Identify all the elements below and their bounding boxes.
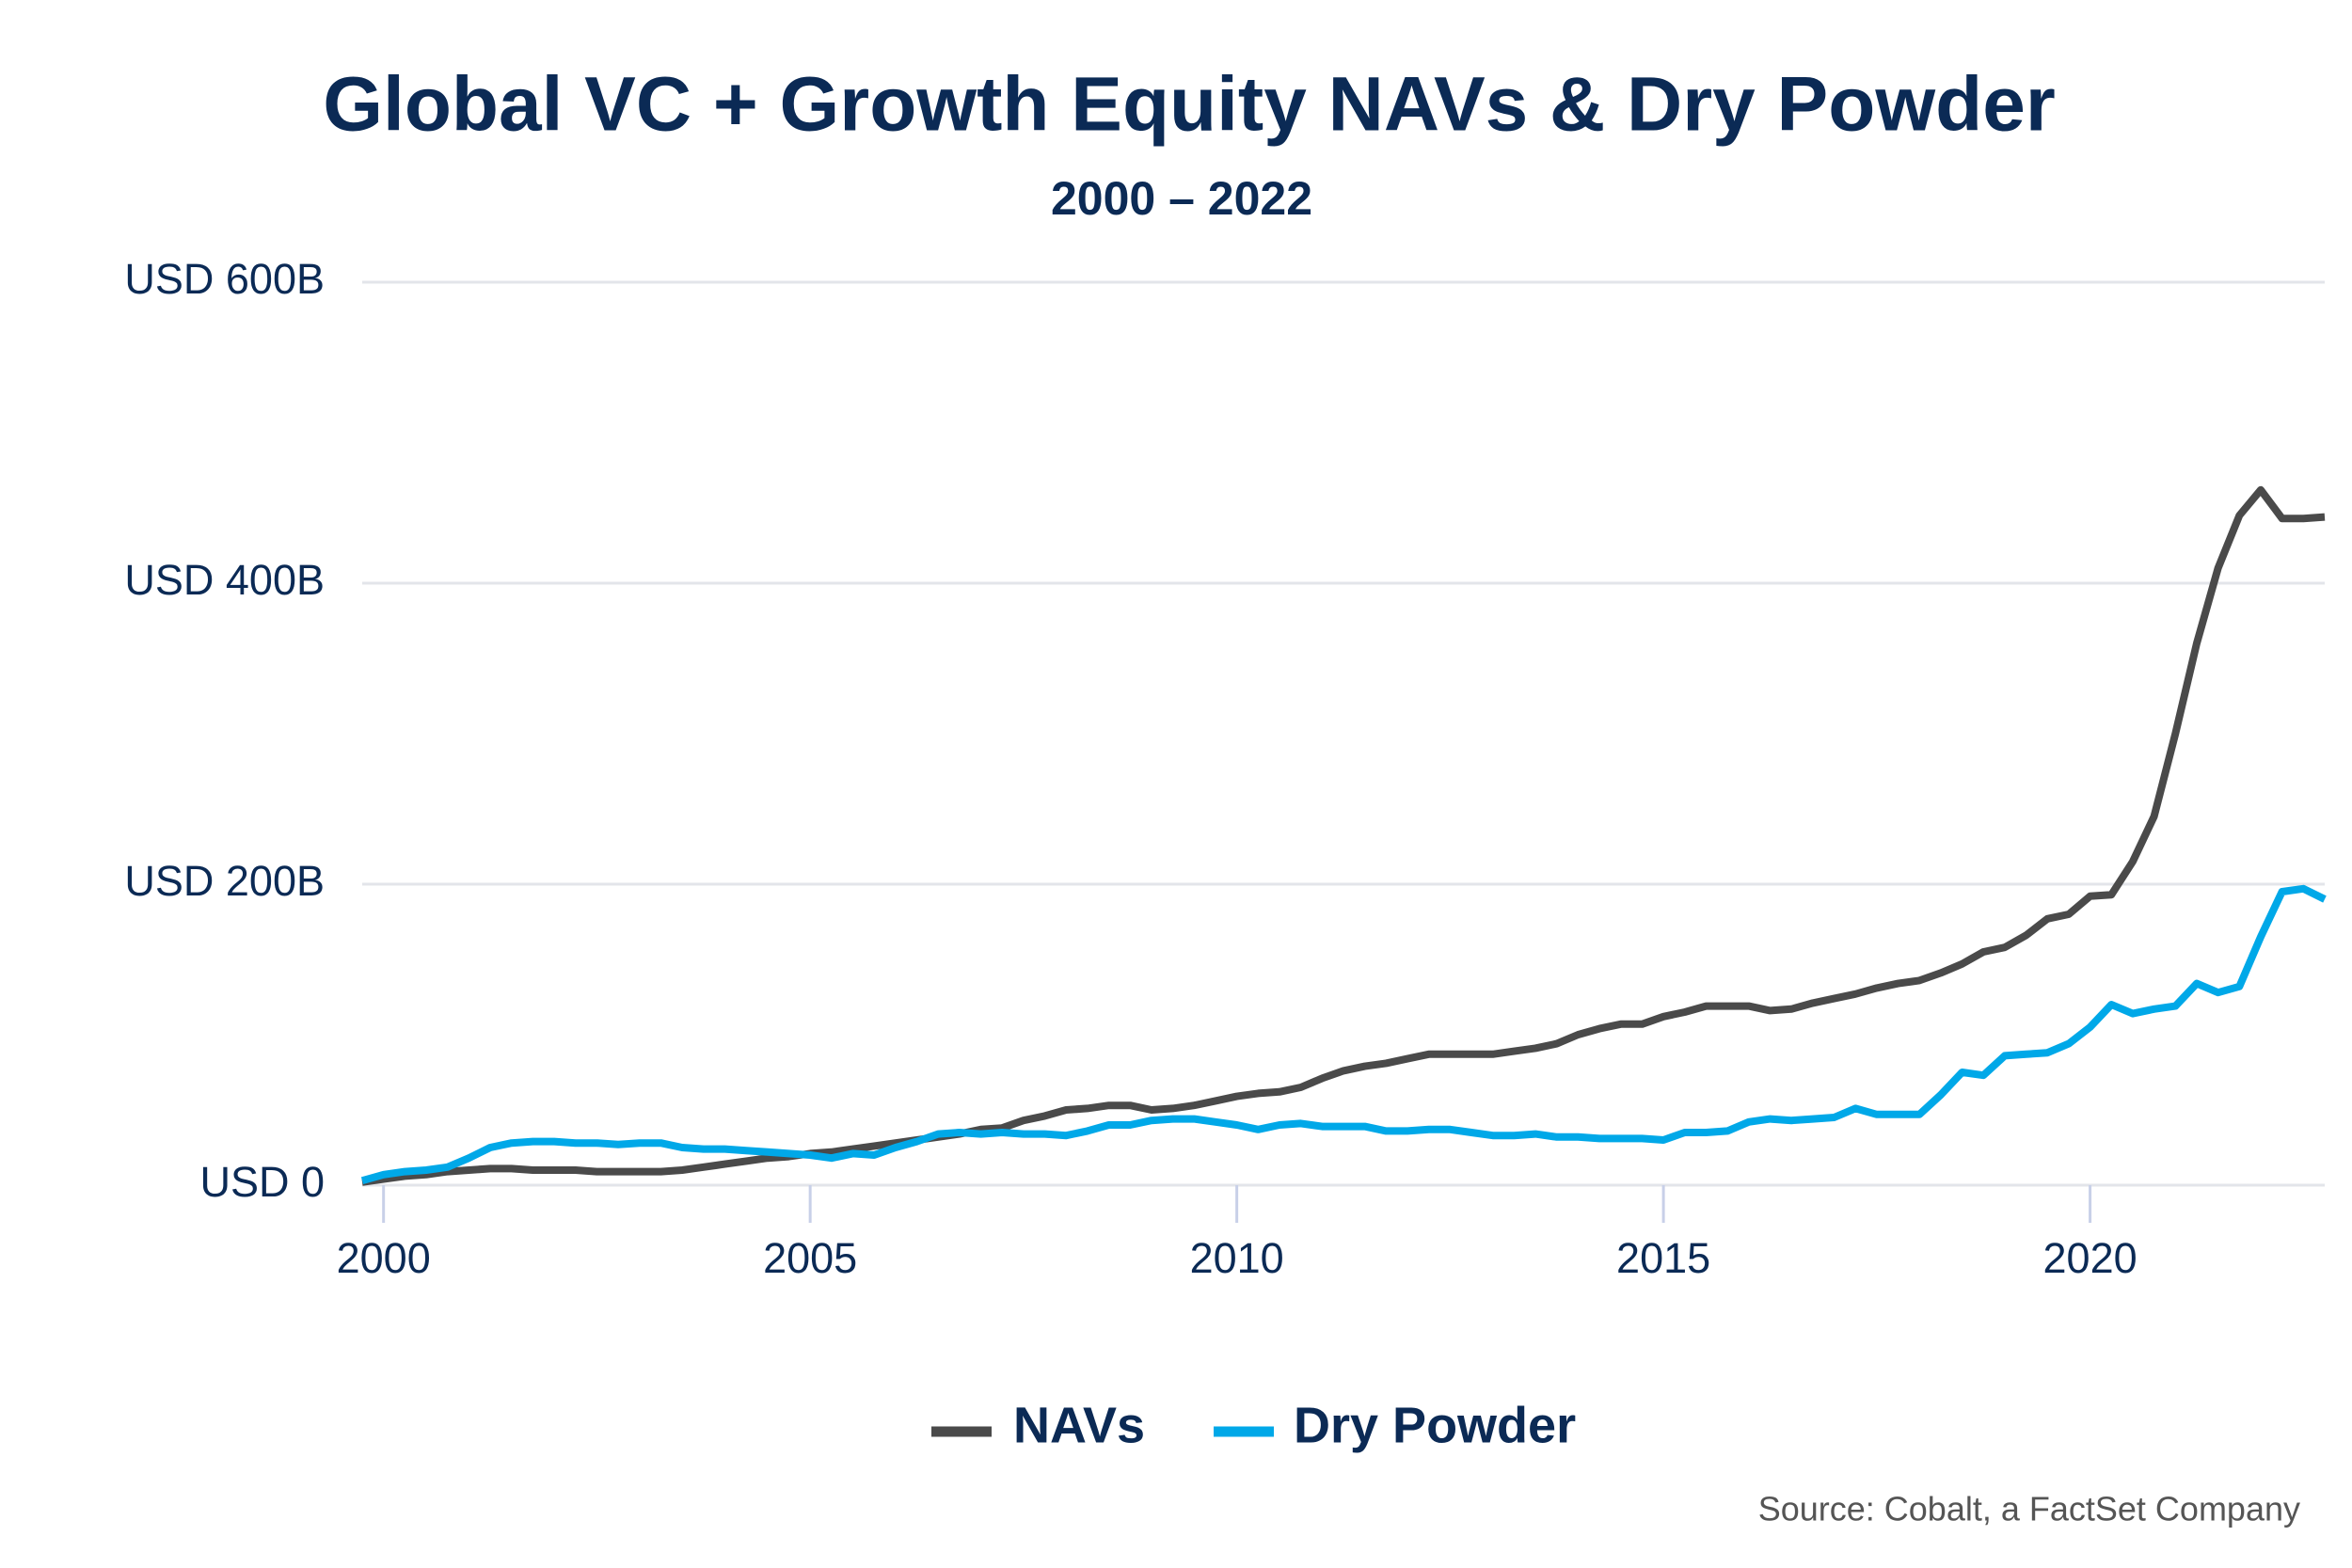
y-tick-label: USD 400B	[124, 556, 325, 604]
x-tick-label: 2010	[1190, 1234, 1284, 1282]
y-tick-label: USD 200B	[124, 857, 325, 905]
chart-title: Global VC + Growth Equity NAVs & Dry Pow…	[323, 62, 2055, 148]
x-tick-label: 2020	[2043, 1234, 2137, 1282]
data-line	[360, 884, 2327, 1185]
data-line	[361, 485, 2326, 1186]
legend-label: Dry Powder	[1294, 1397, 1576, 1453]
y-tick-label: USD 0	[199, 1158, 325, 1206]
x-tick-label: 2005	[763, 1234, 857, 1282]
x-tick-label: 2000	[337, 1234, 431, 1282]
y-tick-label: USD 600B	[124, 255, 325, 303]
x-tick-label: 2015	[1616, 1234, 1710, 1282]
chart-subtitle: 2000 – 2022	[1051, 172, 1312, 225]
source-note: Source: Cobalt, a FactSet Company	[1758, 1490, 2300, 1528]
legend-label: NAVs	[1013, 1397, 1145, 1453]
